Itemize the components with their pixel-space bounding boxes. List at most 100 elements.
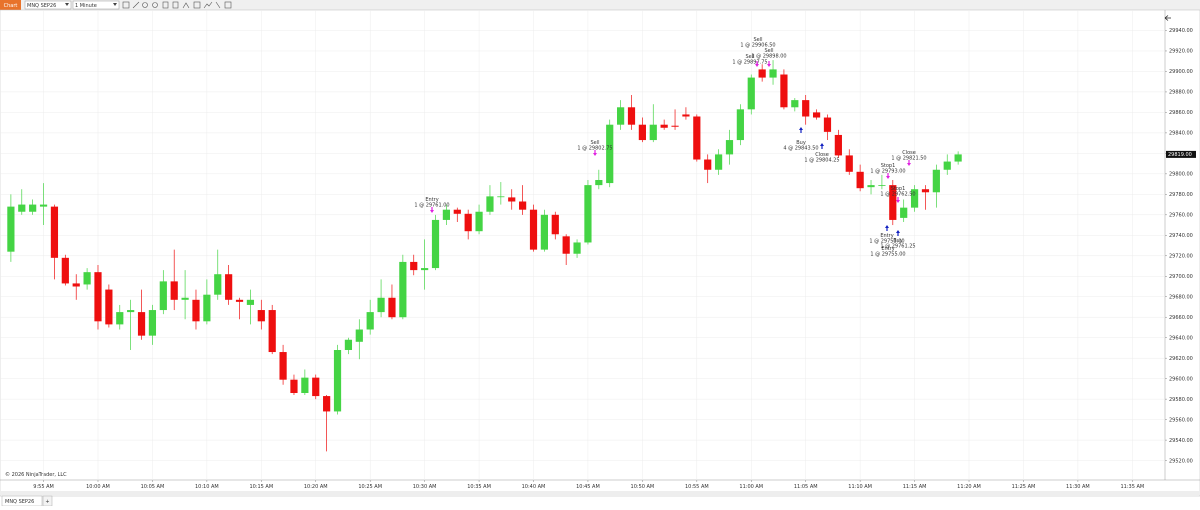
x-tick-label: 10:00 AM xyxy=(86,484,110,490)
candle-body xyxy=(105,289,113,325)
candle-body xyxy=(943,161,951,170)
candle-body xyxy=(323,396,331,412)
x-tick-label: 10:45 AM xyxy=(576,484,600,490)
candle-body xyxy=(910,189,919,208)
candle-body xyxy=(159,281,167,311)
annotation-name: Sell xyxy=(764,48,773,54)
y-tick-label: 29840.00 xyxy=(1169,131,1193,137)
interval-dropdown[interactable] xyxy=(72,0,120,10)
x-tick-label: 10:40 AM xyxy=(522,484,546,490)
y-tick-label: 29680.00 xyxy=(1169,294,1193,300)
tool-icon[interactable] xyxy=(172,1,179,9)
toolbar xyxy=(0,0,1200,10)
candle-body xyxy=(627,107,636,125)
y-tick-label: 29740.00 xyxy=(1169,233,1193,239)
x-tick-label: 10:05 AM xyxy=(141,484,165,490)
y-tick-label: 29880.00 xyxy=(1169,90,1193,96)
annotation-name: Close xyxy=(902,150,916,156)
candle-body xyxy=(475,211,483,232)
candle-body xyxy=(148,310,157,336)
candle-body xyxy=(921,189,930,193)
tool-icon[interactable] xyxy=(193,1,201,9)
candle-body xyxy=(529,209,538,250)
candle-body xyxy=(834,134,842,156)
x-tick-label: 10:15 AM xyxy=(249,484,273,490)
candle-body xyxy=(225,274,233,300)
candle-body xyxy=(333,349,342,412)
candle-body xyxy=(486,196,494,212)
annotation-text: 1 @ 29802.75 xyxy=(577,146,612,152)
candle-body xyxy=(845,155,853,172)
candle-body xyxy=(802,100,810,117)
annotation-name: Entry xyxy=(425,197,438,203)
tool-icon[interactable] xyxy=(152,2,158,8)
candle-body xyxy=(693,116,701,160)
toolbar-icons xyxy=(122,1,232,9)
candle-body xyxy=(812,112,821,118)
y-tick-label: 29540.00 xyxy=(1169,438,1193,444)
x-tick-label: 9:55 AM xyxy=(33,484,54,490)
tool-icon[interactable] xyxy=(162,1,169,9)
back-button[interactable] xyxy=(1164,15,1171,21)
candle-body xyxy=(453,209,461,214)
add-tab-label: + xyxy=(45,499,49,505)
execution-arrow xyxy=(896,197,900,203)
x-tick-label: 11:35 AM xyxy=(1120,484,1144,490)
instrument-dropdown[interactable] xyxy=(24,0,72,10)
candle-body xyxy=(192,299,200,322)
tool-icon[interactable] xyxy=(182,2,190,9)
candle-body xyxy=(747,77,755,110)
y-tick-label: 29760.00 xyxy=(1169,213,1193,219)
candle-body xyxy=(736,109,744,141)
tool-icon[interactable] xyxy=(203,1,213,9)
tool-icon[interactable] xyxy=(224,1,232,9)
tool-icon[interactable] xyxy=(132,1,140,9)
candle-body xyxy=(682,114,690,117)
annotation-text: 1 @ 29804.25 xyxy=(804,158,839,164)
execution-arrow xyxy=(593,150,597,156)
candle-body xyxy=(410,261,418,271)
annotation-text: 1 @ 29761.00 xyxy=(414,203,449,209)
x-tick-label: 11:15 AM xyxy=(903,484,927,490)
candle-body xyxy=(29,204,37,212)
tool-icon[interactable] xyxy=(215,1,221,9)
x-tick-label: 10:10 AM xyxy=(195,484,219,490)
y-tick-label: 29700.00 xyxy=(1169,274,1193,280)
x-tick-label: 10:35 AM xyxy=(467,484,491,490)
chart-tab[interactable] xyxy=(0,0,21,10)
scrollbar[interactable] xyxy=(0,491,1200,495)
candle-body xyxy=(421,268,429,271)
annotation-name: Stop1 xyxy=(891,186,906,192)
tool-icon[interactable] xyxy=(122,1,130,9)
annotation-name: Close xyxy=(815,152,829,158)
execution-arrow xyxy=(767,61,771,67)
y-tick-label: 29560.00 xyxy=(1169,417,1193,423)
candle-body xyxy=(137,312,146,336)
annotation-text: 1 @ 29753.00 xyxy=(869,239,904,245)
annotation-name: Buy xyxy=(796,140,806,146)
y-tick-label: 29640.00 xyxy=(1169,335,1193,341)
annotation-text: 1 @ 29821.50 xyxy=(891,156,926,162)
annotation-text: 1 @ 29761.25 xyxy=(880,244,915,250)
candle-body xyxy=(203,294,211,322)
y-tick-label: 29520.00 xyxy=(1169,458,1193,464)
x-tick-label: 10:55 AM xyxy=(685,484,709,490)
candle-body xyxy=(758,69,766,78)
execution-arrow xyxy=(886,173,890,179)
candle-body xyxy=(257,310,265,322)
candle-body xyxy=(50,206,59,258)
x-tick-label: 10:25 AM xyxy=(358,484,382,490)
candle-body xyxy=(878,185,886,186)
annotation-name: Sell xyxy=(745,54,754,60)
execution-arrow xyxy=(820,143,824,149)
candle-body xyxy=(127,310,135,313)
candle-body xyxy=(39,204,48,207)
x-tick-label: 11:20 AM xyxy=(957,484,981,490)
instrument-tab-label: MNQ SEP26 xyxy=(5,499,34,505)
candle-body xyxy=(638,124,646,141)
candle-body xyxy=(268,310,276,353)
tool-icon[interactable] xyxy=(142,2,148,8)
candle-body xyxy=(235,299,244,302)
candle-body xyxy=(780,74,788,108)
y-tick-label: 29620.00 xyxy=(1169,356,1193,362)
